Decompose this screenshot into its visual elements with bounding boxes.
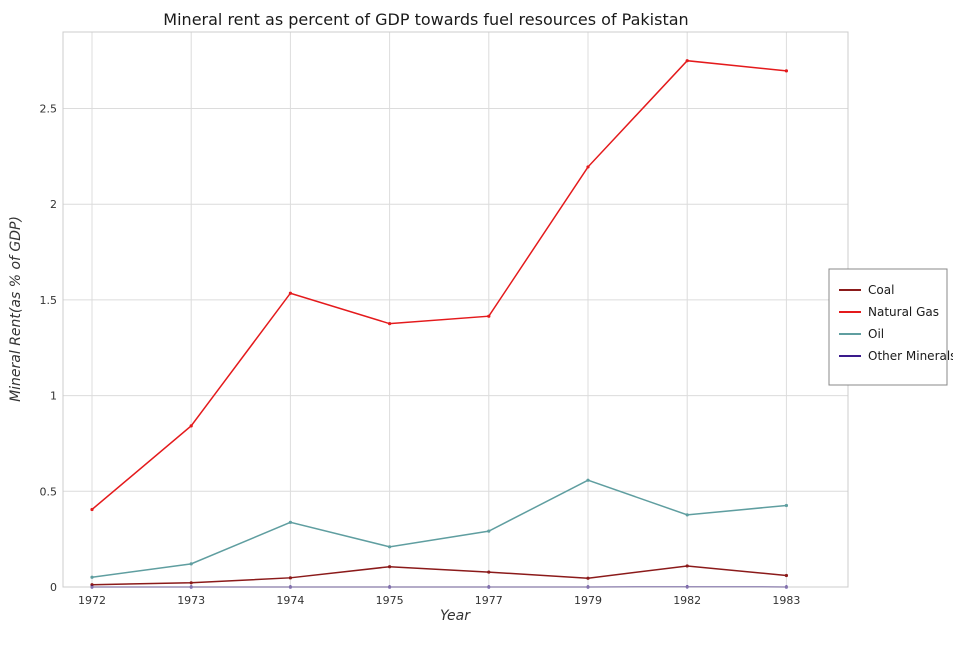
y-tick-label: 0 bbox=[50, 581, 57, 594]
data-point-coal bbox=[388, 565, 392, 569]
data-point-natural-gas bbox=[288, 291, 292, 295]
chart-title: Mineral rent as percent of GDP towards f… bbox=[163, 10, 688, 29]
data-point-natural-gas bbox=[487, 314, 491, 318]
x-tick-label: 1982 bbox=[673, 594, 701, 607]
y-axis-title: Mineral Rent(as % of GDP) bbox=[8, 216, 24, 402]
legend-label-oil: Oil bbox=[868, 327, 884, 341]
x-tick-label: 1973 bbox=[177, 594, 205, 607]
legend: Coal Natural Gas Oil Other Minerals bbox=[828, 268, 953, 386]
legend-label-other-minerals: Other Minerals bbox=[868, 349, 953, 363]
x-axis: 1972 1973 1974 1975 1977 1979 1982 1983 bbox=[78, 594, 800, 607]
data-point-coal bbox=[288, 576, 292, 580]
x-tick-label: 1972 bbox=[78, 594, 106, 607]
legend-box bbox=[828, 268, 948, 386]
data-point-natural-gas bbox=[90, 507, 94, 512]
y-tick-label: 2.5 bbox=[40, 103, 58, 116]
data-point-oil bbox=[784, 503, 789, 508]
x-tick-label: 1983 bbox=[772, 594, 800, 607]
y-tick-label: 2 bbox=[50, 198, 57, 211]
y-axis: 0 0.5 1 1.5 2 2.5 bbox=[40, 103, 58, 594]
x-tick-label: 1974 bbox=[276, 594, 304, 607]
data-point-coal bbox=[189, 581, 193, 585]
grid bbox=[63, 32, 848, 588]
data-point-natural-gas bbox=[586, 165, 590, 169]
data-point-oil bbox=[388, 545, 392, 549]
x-axis-title: Year bbox=[440, 608, 471, 624]
data-point-coal bbox=[487, 570, 491, 574]
data-point-oil bbox=[586, 478, 590, 482]
data-point-coal bbox=[90, 583, 94, 587]
data-point-natural-gas bbox=[388, 322, 392, 326]
x-tick-label: 1979 bbox=[574, 594, 602, 607]
legend-label-natural-gas: Natural Gas bbox=[868, 305, 939, 319]
data-point-oil bbox=[685, 513, 689, 517]
data-point-natural-gas bbox=[784, 69, 789, 73]
plot-frame bbox=[62, 31, 849, 588]
series-line-oil bbox=[91, 479, 787, 578]
data-point-coal bbox=[685, 564, 689, 568]
series-line-natural-gas bbox=[91, 59, 787, 511]
data-point-oil bbox=[288, 520, 292, 524]
data-point-natural-gas bbox=[685, 59, 689, 63]
legend-label-coal: Coal bbox=[868, 283, 894, 297]
data-point-oil bbox=[90, 575, 94, 579]
data-point-oil bbox=[487, 529, 491, 533]
y-tick-label: 0.5 bbox=[40, 485, 58, 498]
series-layer bbox=[90, 59, 789, 589]
data-point-coal bbox=[586, 576, 590, 580]
series-line-coal bbox=[91, 565, 787, 586]
data-point-natural-gas bbox=[189, 424, 193, 428]
x-tick-label: 1977 bbox=[475, 594, 503, 607]
data-point-coal bbox=[784, 573, 789, 578]
x-tick-label: 1975 bbox=[376, 594, 404, 607]
y-tick-label: 1 bbox=[50, 390, 57, 403]
y-tick-label: 1.5 bbox=[40, 294, 58, 307]
data-point-oil bbox=[189, 562, 193, 566]
